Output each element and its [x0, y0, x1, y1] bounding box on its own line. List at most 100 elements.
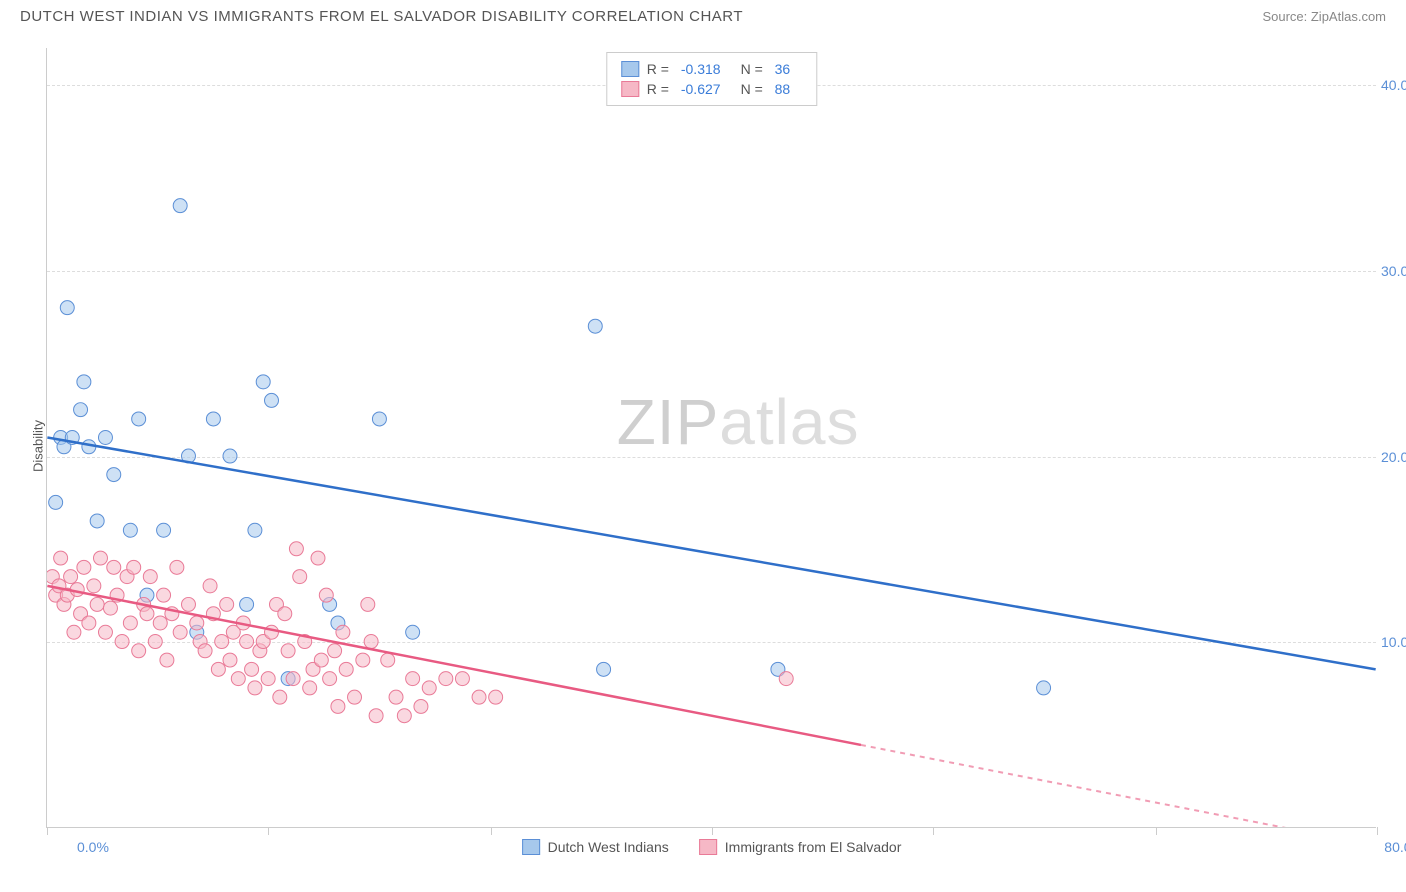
data-point	[54, 551, 68, 565]
data-point	[336, 625, 350, 639]
data-point	[414, 699, 428, 713]
data-point	[49, 495, 63, 509]
data-point	[273, 690, 287, 704]
data-point	[115, 635, 129, 649]
legend-swatch-icon	[699, 839, 717, 855]
data-point	[140, 607, 154, 621]
data-point	[190, 616, 204, 630]
data-point	[148, 635, 162, 649]
y-tick-label: 30.0%	[1381, 263, 1406, 279]
legend-series: Dutch West Indians Immigrants from El Sa…	[522, 839, 902, 855]
legend-swatch-icon	[621, 61, 639, 77]
data-point	[223, 653, 237, 667]
r-value: -0.318	[681, 61, 721, 77]
data-point	[206, 412, 220, 426]
data-point	[406, 672, 420, 686]
data-point	[77, 560, 91, 574]
data-point	[160, 653, 174, 667]
data-point	[389, 690, 403, 704]
y-tick-label: 40.0%	[1381, 77, 1406, 93]
data-point	[123, 616, 137, 630]
chart-plot-area: ZIPatlas 10.0%20.0%30.0%40.0% R = -0.318…	[46, 48, 1376, 828]
data-point	[153, 616, 167, 630]
data-point	[181, 597, 195, 611]
x-tick	[1156, 827, 1157, 835]
data-point	[157, 523, 171, 537]
data-point	[98, 431, 112, 445]
data-point	[74, 403, 88, 417]
data-point	[293, 570, 307, 584]
data-point	[198, 644, 212, 658]
series-name: Immigrants from El Salvador	[725, 839, 902, 855]
data-point	[779, 672, 793, 686]
data-point	[240, 635, 254, 649]
data-point	[248, 681, 262, 695]
data-point	[319, 588, 333, 602]
data-point	[372, 412, 386, 426]
data-point	[77, 375, 91, 389]
y-tick-label: 10.0%	[1381, 634, 1406, 650]
data-point	[356, 653, 370, 667]
x-tick	[268, 827, 269, 835]
data-point	[170, 560, 184, 574]
data-point	[60, 301, 74, 315]
data-point	[248, 523, 262, 537]
data-point	[256, 375, 270, 389]
data-point	[223, 449, 237, 463]
data-point	[314, 653, 328, 667]
data-point	[422, 681, 436, 695]
n-value: 88	[775, 81, 791, 97]
data-point	[286, 672, 300, 686]
data-point	[455, 672, 469, 686]
data-point	[132, 644, 146, 658]
data-point	[339, 662, 353, 676]
data-point	[1037, 681, 1051, 695]
data-point	[173, 625, 187, 639]
data-point	[82, 616, 96, 630]
data-point	[67, 625, 81, 639]
data-point	[381, 653, 395, 667]
chart-title: DUTCH WEST INDIAN VS IMMIGRANTS FROM EL …	[20, 8, 743, 25]
x-axis-min-label: 0.0%	[77, 839, 109, 855]
legend-stats: R = -0.318 N = 36 R = -0.627 N = 88	[606, 52, 817, 106]
data-point	[107, 560, 121, 574]
data-point	[93, 551, 107, 565]
data-point	[489, 690, 503, 704]
data-point	[323, 672, 337, 686]
data-point	[240, 597, 254, 611]
data-point	[281, 644, 295, 658]
data-point	[98, 625, 112, 639]
x-tick	[491, 827, 492, 835]
data-point	[328, 644, 342, 658]
data-point	[90, 514, 104, 528]
series-name: Dutch West Indians	[548, 839, 669, 855]
data-point	[132, 412, 146, 426]
data-point	[157, 588, 171, 602]
source-label: Source: ZipAtlas.com	[1262, 9, 1386, 24]
data-point	[588, 319, 602, 333]
data-point	[303, 681, 317, 695]
data-point	[215, 635, 229, 649]
data-point	[397, 709, 411, 723]
data-point	[472, 690, 486, 704]
data-point	[64, 570, 78, 584]
x-tick	[1377, 827, 1378, 835]
data-point	[123, 523, 137, 537]
legend-swatch-icon	[522, 839, 540, 855]
data-point	[348, 690, 362, 704]
data-point	[311, 551, 325, 565]
x-tick	[712, 827, 713, 835]
x-tick	[47, 827, 48, 835]
legend-swatch-icon	[621, 81, 639, 97]
regression-line-extrapolated	[861, 745, 1376, 827]
data-point	[331, 699, 345, 713]
n-value: 36	[775, 61, 791, 77]
data-point	[231, 672, 245, 686]
data-point	[220, 597, 234, 611]
data-point	[439, 672, 453, 686]
r-value: -0.627	[681, 81, 721, 97]
data-point	[203, 579, 217, 593]
y-axis-label: Disability	[31, 420, 46, 472]
data-point	[289, 542, 303, 556]
data-point	[406, 625, 420, 639]
